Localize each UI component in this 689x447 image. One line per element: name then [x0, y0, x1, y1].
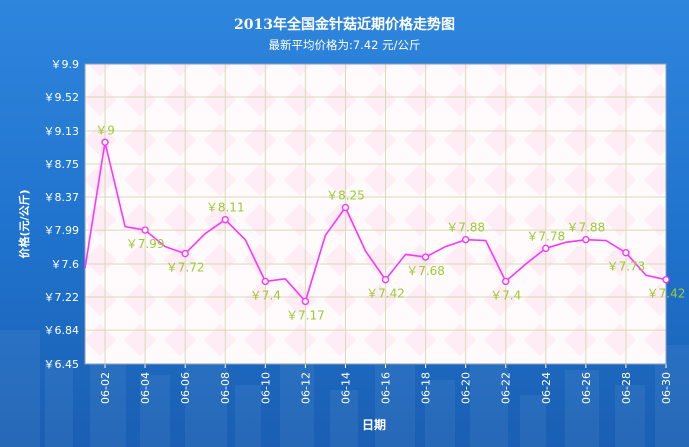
y-tick-label: ￥8.75: [44, 158, 80, 171]
data-label: ￥7.4: [250, 288, 281, 302]
x-tick-label: 06-20: [460, 372, 473, 404]
y-tick-label: ￥6.84: [44, 324, 80, 337]
x-tick-label: 06-14: [339, 372, 352, 404]
data-point: [181, 249, 189, 258]
y-tick-label: ￥7.6: [51, 258, 80, 271]
data-point: [221, 215, 229, 224]
x-tick-label: 06-24: [540, 372, 553, 404]
y-tick-label: ￥7.22: [44, 291, 80, 304]
data-point: [662, 275, 670, 284]
data-point: [461, 235, 470, 244]
data-label: ￥9: [95, 123, 115, 137]
background-bar: [615, 385, 645, 447]
data-label: ￥7.88: [566, 221, 605, 235]
data-label: ￥7.72: [166, 261, 205, 275]
background-bar: [520, 395, 546, 447]
x-tick-label: 06-26: [580, 372, 593, 404]
data-label: ￥7.78: [526, 229, 565, 243]
x-tick-label: 06-22: [500, 372, 513, 404]
y-tick-label: ￥9.9: [51, 58, 80, 71]
background-bar: [185, 350, 227, 447]
y-tick-label: ￥7.99: [44, 224, 80, 237]
x-tick-label: 06-06: [179, 372, 192, 404]
data-point: [261, 277, 270, 286]
data-label: ￥7.99: [126, 237, 165, 251]
x-tick-label: 06-28: [620, 372, 633, 404]
background-bar: [280, 360, 314, 447]
plot-border: [84, 63, 667, 365]
chart-subtitle: 最新平均价格为:7.42 元/公斤: [268, 38, 421, 52]
data-label: ￥7.17: [286, 308, 325, 322]
x-tick-label: 06-02: [99, 372, 112, 404]
data-point: [421, 253, 430, 261]
background-bar: [565, 370, 599, 447]
plot-area: [85, 64, 666, 364]
data-label: ￥7.42: [647, 287, 686, 301]
x-tick-label: 06-10: [259, 372, 272, 404]
data-point: [542, 244, 550, 253]
x-axis-label: 日期: [361, 418, 387, 432]
data-label: ￥7.73: [607, 260, 646, 274]
background-bar: [235, 385, 261, 447]
data-point: [301, 297, 310, 306]
data-point: [622, 248, 630, 257]
background-bar: [330, 390, 358, 447]
data-label: ￥8.11: [206, 201, 245, 215]
x-tick-label: 06-08: [219, 372, 232, 404]
data-label: ￥8.25: [326, 188, 365, 202]
y-tick-label: ￥9.52: [44, 91, 80, 104]
data-label: ￥7.88: [446, 221, 485, 235]
data-point: [582, 235, 590, 244]
data-label: ￥7.42: [366, 287, 405, 301]
data-point: [381, 275, 390, 284]
x-tick-label: 06-04: [139, 372, 152, 404]
data-point: [502, 277, 510, 286]
x-tick-label: 06-18: [420, 372, 433, 404]
data-point: [341, 203, 350, 212]
background-bar: [470, 355, 508, 447]
data-label: ￥7.68: [406, 264, 445, 278]
background-bar: [375, 365, 415, 447]
background-bar: [45, 360, 73, 447]
data-point: [101, 138, 109, 146]
y-tick-label: ￥9.13: [44, 125, 80, 138]
y-tick-label: ￥6.45: [44, 358, 80, 371]
data-point: [141, 226, 149, 234]
chart-title: 2013年全国金针菇近期价格走势图: [234, 17, 455, 33]
x-tick-label: 06-16: [380, 372, 393, 404]
data-label: ￥7.4: [490, 288, 521, 302]
background-bar: [0, 330, 40, 447]
y-tick-label: ￥8.37: [44, 191, 80, 204]
background-bar: [425, 380, 455, 447]
x-tick-label: 06-12: [299, 372, 312, 404]
background-bar: [140, 375, 170, 447]
x-tick-label: 06-30: [660, 372, 673, 404]
